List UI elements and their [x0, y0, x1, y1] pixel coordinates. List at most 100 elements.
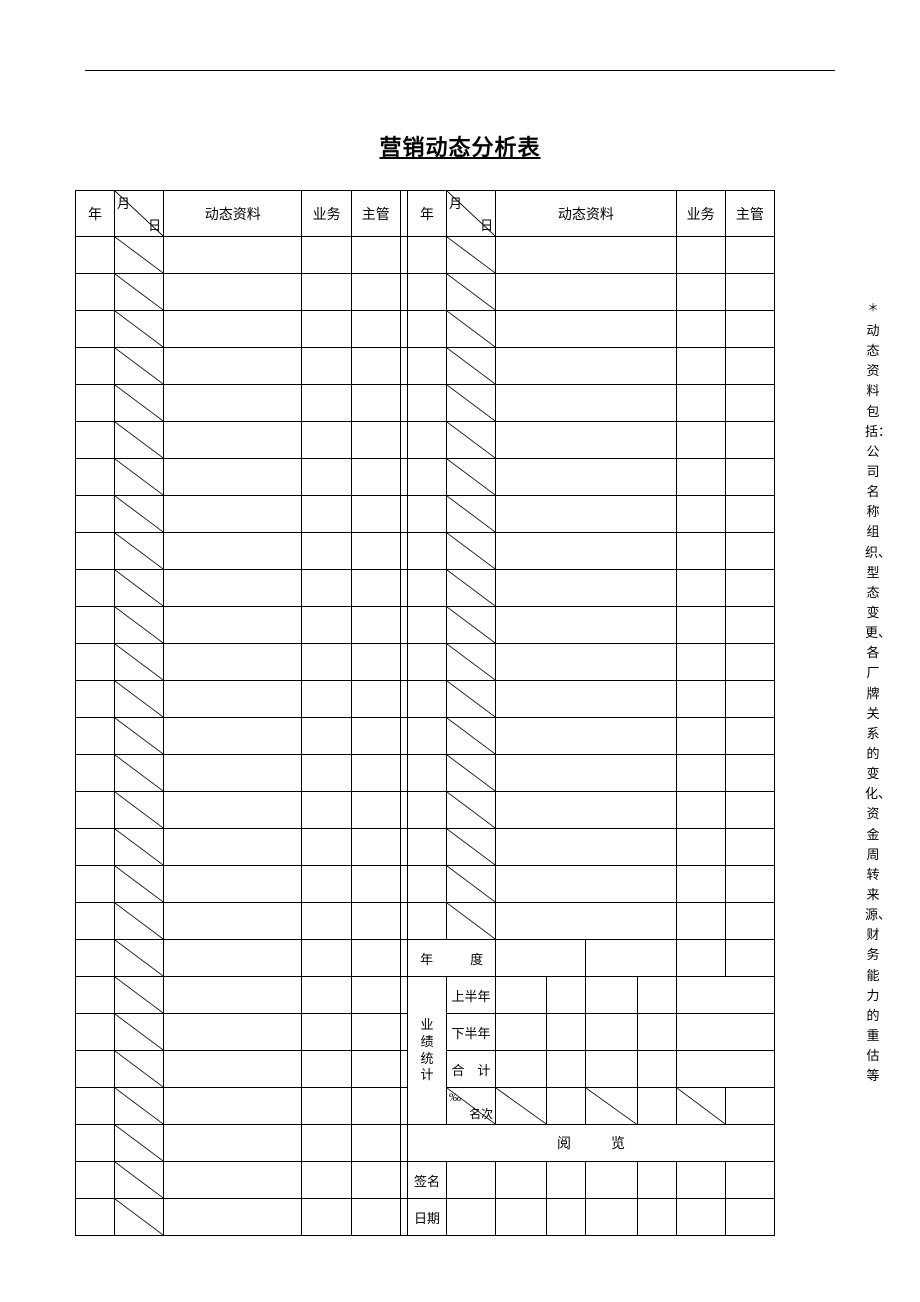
col-month-day-right: 月 日 — [446, 191, 495, 237]
perf-cell — [637, 977, 676, 1014]
cell-info — [164, 1088, 302, 1125]
asterisk-icon: ＊ — [865, 300, 881, 317]
cell-biz — [302, 1014, 351, 1051]
cell-year — [76, 459, 115, 496]
cell-year — [76, 607, 115, 644]
cell-biz — [676, 866, 725, 903]
sig-cell — [725, 1162, 774, 1199]
cell-month-day — [114, 311, 163, 348]
diagonal-icon — [677, 1088, 725, 1124]
cell-month-day — [446, 903, 495, 940]
cell-info — [496, 718, 676, 755]
diagonal-icon — [447, 1088, 495, 1124]
cell-supervisor — [351, 1125, 400, 1162]
cell-info — [164, 570, 302, 607]
cell-info — [496, 607, 676, 644]
perf-cell — [496, 1014, 547, 1051]
cell-supervisor — [351, 533, 400, 570]
cell-info — [496, 237, 676, 274]
divider-cell — [400, 1125, 407, 1162]
cell-info — [496, 903, 676, 940]
divider-cell — [400, 496, 407, 533]
cell-biz — [676, 903, 725, 940]
cell-month-day — [446, 866, 495, 903]
cell-biz — [676, 459, 725, 496]
cell-supervisor — [351, 570, 400, 607]
diagonal-icon — [447, 533, 495, 569]
cell-month-day — [446, 385, 495, 422]
divider-cell — [400, 792, 407, 829]
cell-month-day — [114, 1051, 163, 1088]
cell-info — [164, 718, 302, 755]
cell-biz — [302, 607, 351, 644]
cell-info — [496, 533, 676, 570]
divider-cell — [400, 1014, 407, 1051]
side-note: ＊ 动态资料包括：公司名称组织、型态变更、各厂牌关系的变化、资金周转来源、财务能… — [865, 300, 881, 1086]
cell-year — [76, 274, 115, 311]
cell-year — [408, 237, 447, 274]
cell-year — [76, 1125, 115, 1162]
cell-year — [76, 1051, 115, 1088]
cell-info — [496, 866, 676, 903]
divider-cell — [400, 422, 407, 459]
cell-supervisor — [351, 348, 400, 385]
diagonal-icon — [115, 681, 163, 717]
diagonal-icon — [496, 1088, 546, 1124]
cell-supervisor — [725, 496, 774, 533]
table-row — [76, 385, 775, 422]
cell-month-day — [114, 607, 163, 644]
divider-cell — [400, 829, 407, 866]
cell-year — [408, 718, 447, 755]
cell-year — [76, 422, 115, 459]
cell-biz — [676, 496, 725, 533]
cell-month-day — [114, 348, 163, 385]
cell-month-day — [114, 644, 163, 681]
divider-cell — [400, 940, 407, 977]
cell-supervisor — [351, 829, 400, 866]
cell-biz — [676, 755, 725, 792]
perf-cell — [586, 1051, 637, 1088]
cell-month-day — [114, 1199, 163, 1236]
cell-biz — [676, 311, 725, 348]
side-note-text: 动态资料包括：公司名称组织、型态变更、各厂牌关系的变化、资金周转来源、财务能力的… — [865, 323, 891, 1083]
diagonal-icon — [115, 1125, 163, 1161]
diagonal-icon — [115, 533, 163, 569]
cell-biz — [302, 792, 351, 829]
cell-biz — [302, 348, 351, 385]
perf-cell-wide — [676, 1014, 775, 1051]
cell-biz — [676, 792, 725, 829]
table-row — [76, 237, 775, 274]
cell-biz — [302, 1125, 351, 1162]
cell-biz — [302, 496, 351, 533]
cell-info — [496, 496, 676, 533]
cell-year — [408, 570, 447, 607]
diagonal-icon — [115, 1162, 163, 1198]
cell-biz — [302, 829, 351, 866]
cell-biz — [302, 1199, 351, 1236]
table-row: 阅览 — [76, 1125, 775, 1162]
cell-year — [408, 792, 447, 829]
cell-biz — [676, 237, 725, 274]
diagonal-icon — [447, 191, 495, 236]
perf-cell — [637, 1051, 676, 1088]
cell-year — [408, 903, 447, 940]
diagonal-icon — [115, 274, 163, 310]
perf-cell-wide — [676, 977, 775, 1014]
cell-month-day — [114, 459, 163, 496]
cell-month-day — [114, 829, 163, 866]
perf-cell — [547, 1051, 586, 1088]
cell-month-day — [446, 274, 495, 311]
perf-cell — [547, 1088, 586, 1125]
divider-cell — [400, 348, 407, 385]
cell-supervisor — [351, 1162, 400, 1199]
table-row — [76, 570, 775, 607]
perf-cell — [547, 1014, 586, 1051]
cell-month-day — [446, 459, 495, 496]
cell-biz — [302, 977, 351, 1014]
diagonal-icon — [115, 903, 163, 939]
diagonal-icon — [115, 237, 163, 273]
perf-cell — [725, 1088, 774, 1125]
cell-year — [408, 385, 447, 422]
cell-info — [496, 385, 676, 422]
cell-month-day — [114, 1014, 163, 1051]
